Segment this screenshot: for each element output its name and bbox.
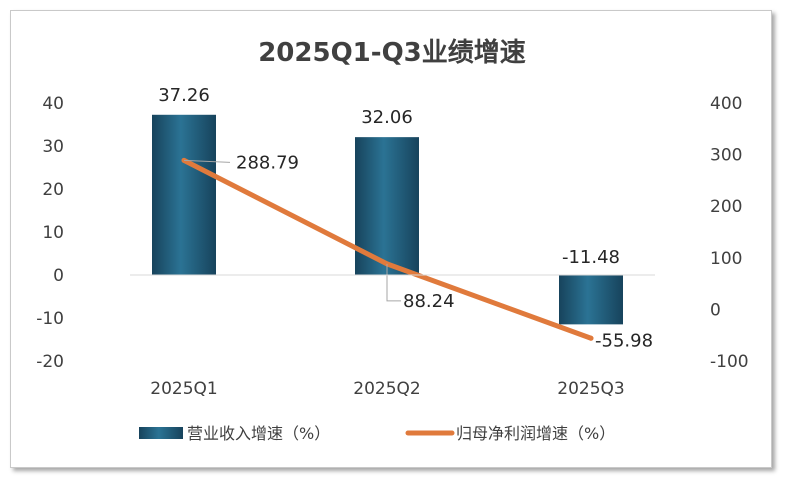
line-data-label: 88.24 — [403, 291, 455, 312]
bar-2025Q3 — [559, 275, 623, 325]
y-right-tick-label: -100 — [710, 352, 749, 372]
legend-line-label: 归母净利润增速（%） — [456, 424, 615, 443]
bar-data-label: -11.48 — [562, 247, 620, 268]
y-left-tick-label: -10 — [36, 309, 64, 329]
bar-2025Q1 — [152, 114, 216, 275]
x-tick-label: 2025Q3 — [557, 379, 624, 399]
x-tick-label: 2025Q2 — [353, 379, 420, 399]
legend-bar-swatch — [139, 427, 183, 439]
line-data-label: 288.79 — [236, 152, 299, 173]
y-right-tick-label: 300 — [710, 146, 742, 166]
y-right-tick-label: 0 — [710, 300, 721, 320]
leader-line — [183, 159, 231, 163]
y-left-tick-label: 40 — [42, 94, 64, 114]
leader-line — [386, 263, 401, 302]
y-right-tick-label: 100 — [710, 249, 742, 269]
y-left-tick-label: 0 — [53, 266, 64, 286]
y-right-tick-label: 200 — [710, 197, 742, 217]
y-left-tick-label: 10 — [42, 223, 64, 243]
y-left-tick-label: 20 — [42, 180, 64, 200]
legend-bar-label: 营业收入增速（%） — [187, 424, 330, 443]
y-left-tick-label: -20 — [36, 352, 64, 372]
chart-title: 2025Q1-Q3业绩增速 — [258, 37, 526, 68]
line-point-2025Q3 — [588, 335, 594, 341]
bar-data-label: 32.06 — [361, 107, 413, 128]
bar-data-label: 37.26 — [158, 85, 210, 106]
x-tick-label: 2025Q1 — [150, 379, 217, 399]
y-left-tick-label: 30 — [42, 137, 64, 157]
line-data-label: -55.98 — [595, 330, 653, 351]
y-right-tick-label: 400 — [710, 94, 742, 114]
